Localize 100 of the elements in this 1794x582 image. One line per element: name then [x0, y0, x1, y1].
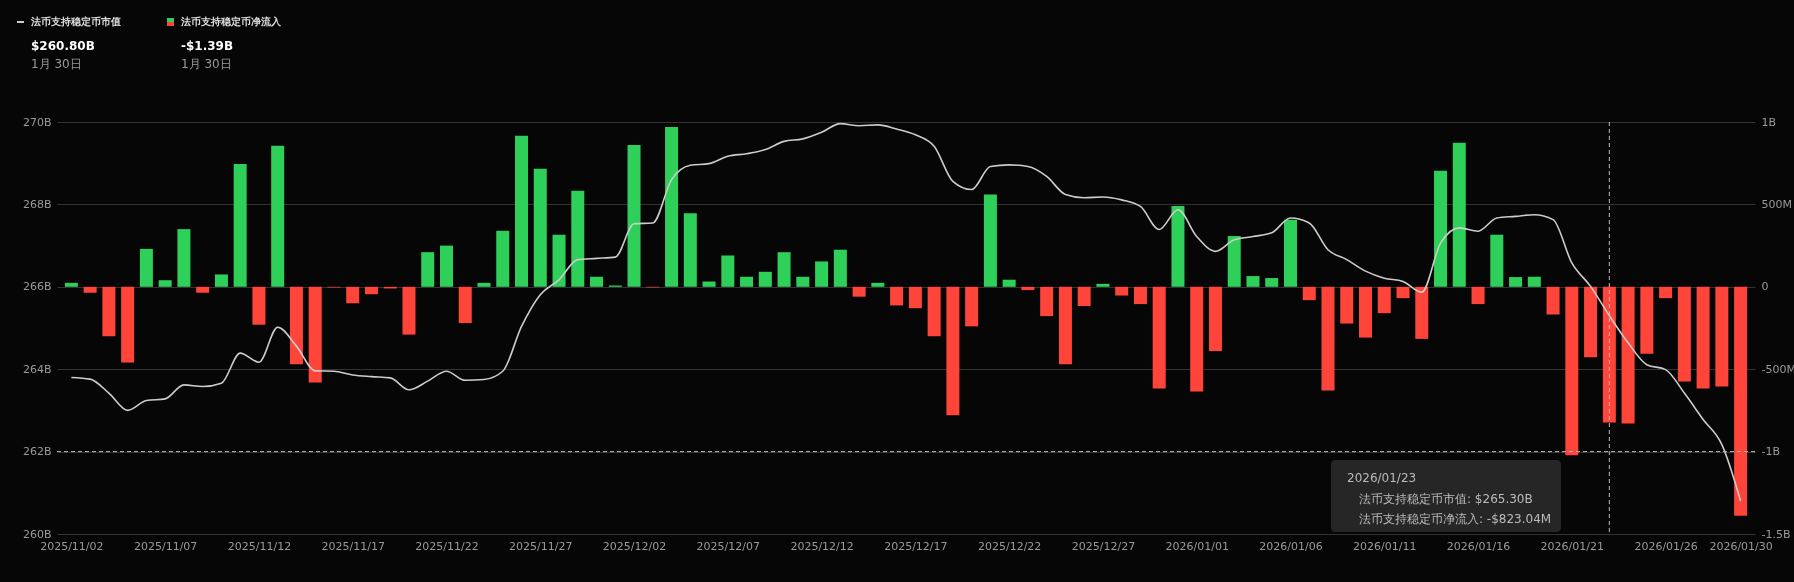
bar [1490, 234, 1504, 287]
y2-tick-label: -1.5B [1761, 527, 1791, 541]
y-tick-label: 268B [22, 197, 52, 211]
bar [1077, 286, 1091, 307]
bar [1527, 276, 1541, 287]
bar [1246, 276, 1260, 287]
y-tick-label: 260B [22, 527, 52, 541]
bar [1584, 286, 1598, 358]
y-tick-label: 266B [22, 280, 52, 294]
bar [233, 164, 247, 287]
y-tick-label: 264B [22, 362, 52, 376]
bar [1190, 286, 1204, 392]
y2-tick-label: -500M [1761, 362, 1794, 376]
bar [1227, 236, 1241, 287]
y-tick-label: 270B [22, 115, 52, 129]
bar [1415, 286, 1429, 339]
x-tick-label: 2025/12/07 [696, 539, 761, 553]
bar [1002, 279, 1016, 287]
x-tick-label: 2026/01/26 [1634, 539, 1698, 553]
bar [1602, 286, 1616, 423]
bar [1340, 286, 1354, 324]
x-tick-label: 2025/12/17 [884, 539, 948, 553]
bar [552, 234, 566, 287]
bar [702, 281, 716, 287]
x-tick-label: 2026/01/21 [1540, 539, 1605, 553]
bar [1171, 206, 1185, 287]
bar [1096, 283, 1110, 287]
bar [908, 286, 922, 309]
bar [927, 286, 941, 337]
x-tick-label: 2025/11/12 [227, 539, 292, 553]
bar [421, 252, 435, 287]
bar [289, 286, 303, 365]
bar [1621, 286, 1635, 424]
bar [64, 282, 78, 287]
x-tick-label: 2026/01/11 [1353, 539, 1417, 553]
legend-label: 法币支持稳定币市值 [30, 16, 121, 27]
bar [1321, 286, 1335, 391]
bar [346, 286, 360, 304]
bar [1058, 286, 1072, 365]
bar [1115, 286, 1129, 296]
x-tick-label: 2026/01/16 [1446, 539, 1511, 553]
x-tick-label: 2025/11/02 [40, 539, 104, 553]
annotation: 法币支持稳定币净流入: -$823.04M [1359, 512, 1552, 526]
bar [533, 168, 547, 287]
bar [1434, 170, 1448, 287]
bar [721, 255, 735, 287]
bar [83, 286, 97, 293]
bar [1396, 286, 1410, 299]
bar [1377, 286, 1391, 314]
bar [439, 245, 453, 287]
bar [271, 145, 285, 287]
text: 1月 30日 [181, 57, 232, 71]
bar [1208, 286, 1222, 352]
annotation: 2026/01/23 [1347, 471, 1417, 485]
bar [477, 282, 491, 287]
x-tick-label: 2026/01/01 [1165, 539, 1229, 553]
bar [740, 276, 754, 287]
bar [1677, 286, 1691, 382]
bar [158, 280, 172, 287]
bar [214, 274, 228, 287]
bar [1021, 286, 1035, 291]
bar [515, 135, 529, 287]
y2-tick-label: -1B [1761, 445, 1781, 459]
bar [102, 286, 116, 337]
bar [1152, 286, 1166, 389]
text: -$1.39B [181, 39, 234, 53]
bar [833, 249, 847, 287]
bar [177, 229, 191, 287]
x-tick-label: 2025/12/22 [977, 539, 1042, 553]
bar [1040, 286, 1054, 317]
x-tick-label: 2026/01/06 [1259, 539, 1323, 553]
bar [1565, 286, 1579, 456]
bar [496, 230, 510, 287]
bar [1471, 286, 1485, 305]
x-tick-label: 2025/11/17 [321, 539, 385, 553]
bar [571, 190, 585, 287]
x-tick-label: 2026/01/30 [1709, 539, 1773, 553]
annotation: 法币支持稳定币市值: $265.30B [1359, 492, 1533, 506]
bar [890, 286, 904, 306]
bar [308, 286, 322, 383]
bar [1302, 286, 1316, 301]
x-tick-label: 2025/12/12 [790, 539, 854, 553]
bar [871, 282, 885, 287]
bar [1734, 286, 1748, 516]
legend-label: 法币支持稳定币净流入 [180, 16, 282, 27]
bar [458, 286, 472, 324]
bar [364, 286, 378, 295]
bar [402, 286, 416, 335]
y2-tick-label: 500M [1761, 197, 1792, 211]
bar [139, 248, 153, 287]
bar [758, 271, 772, 287]
x-tick-label: 2025/11/27 [509, 539, 573, 553]
y2-tick-label: 1B [1761, 115, 1777, 129]
bar [983, 194, 997, 287]
bar [1359, 286, 1373, 338]
bar [946, 286, 960, 416]
x-tick-label: 2025/11/07 [133, 539, 198, 553]
text: 1月 30日 [31, 57, 82, 71]
bar [1133, 286, 1147, 305]
bar [665, 126, 679, 287]
